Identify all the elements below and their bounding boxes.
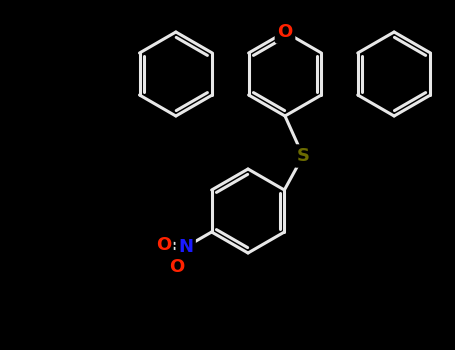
Text: O: O xyxy=(278,23,293,41)
Text: O: O xyxy=(156,236,171,254)
Text: O: O xyxy=(169,258,184,276)
Text: N: N xyxy=(178,238,193,256)
Text: S: S xyxy=(297,147,309,165)
